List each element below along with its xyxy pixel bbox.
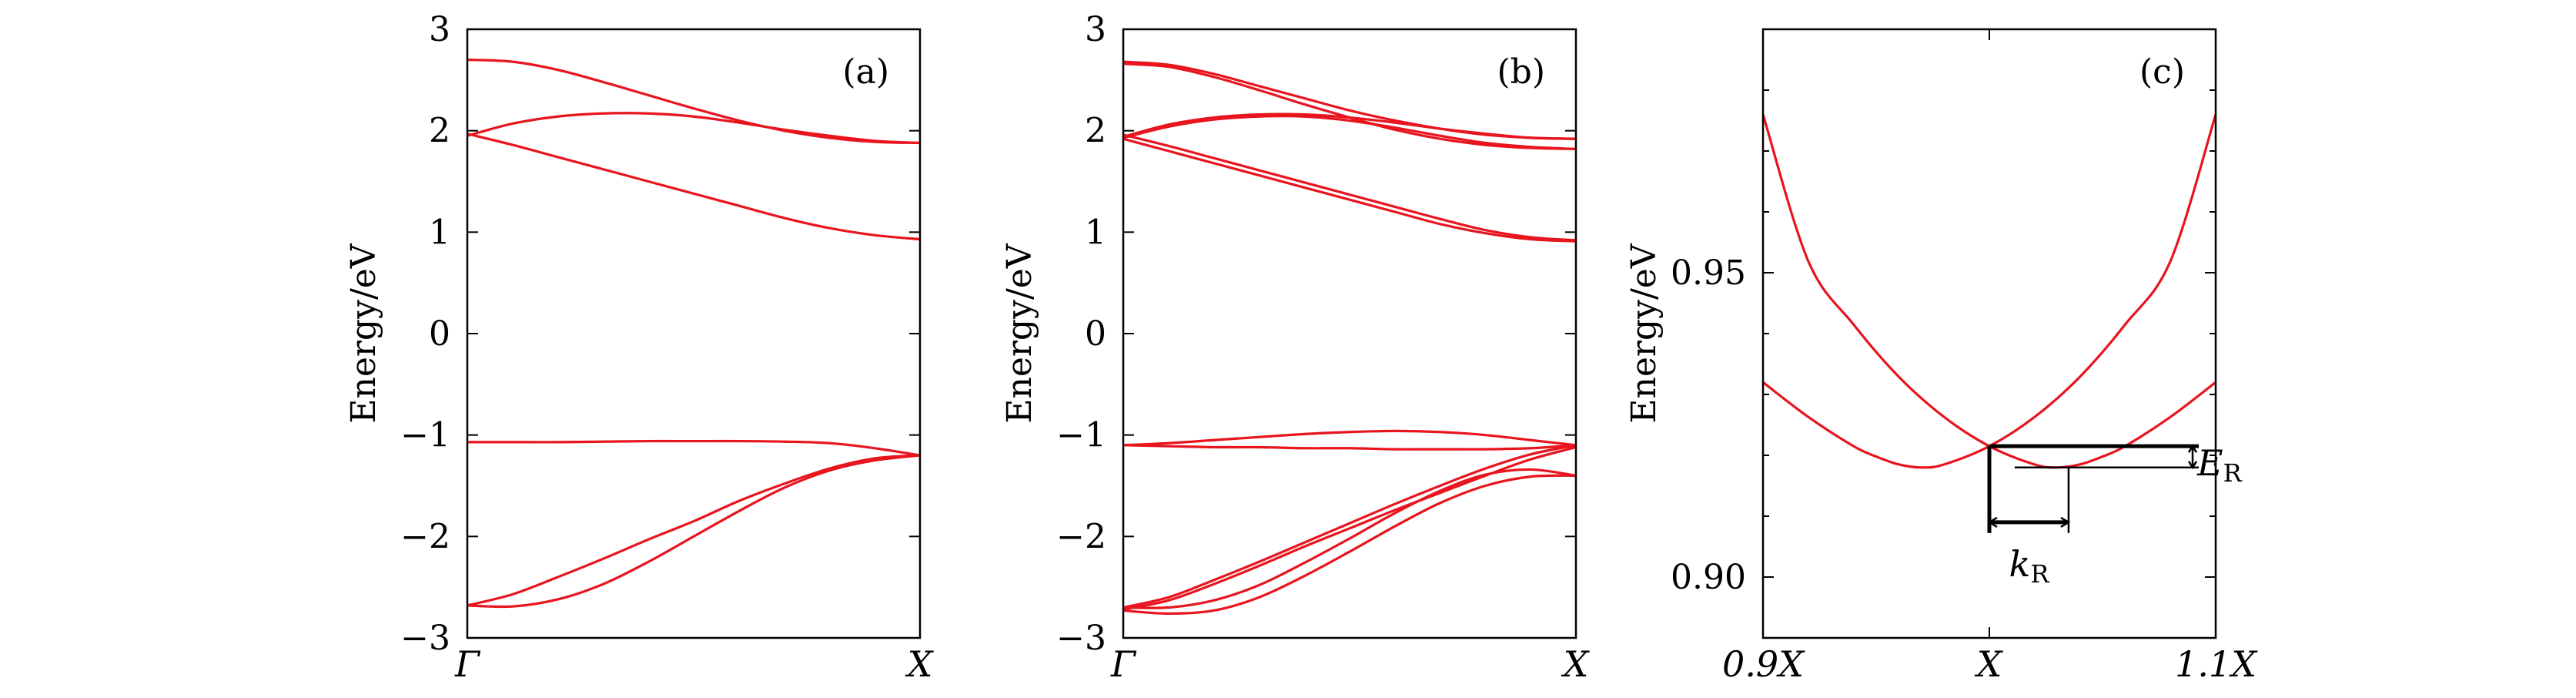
band-curve-b-10 <box>1123 445 1576 611</box>
panel-b: −3 −2 −1 0 1 2 3 Γ X Energy/eV (b) <box>1000 10 1591 685</box>
band-curve-b-4 <box>1123 115 1576 150</box>
ytick-label-b: 2 <box>1085 112 1106 151</box>
plot-frame-c <box>1761 28 2217 639</box>
xtick-label-c: 0.9X <box>1722 643 1805 685</box>
ytick-label-a: 1 <box>429 213 450 252</box>
rashba-annotations: ER kR <box>1987 442 2243 589</box>
ytick-label-b: −1 <box>1056 416 1106 455</box>
band-curve-a-5 <box>467 454 920 607</box>
bands-b <box>1123 60 1576 615</box>
band-curve-b-8 <box>1123 444 1576 451</box>
ytick-label-a: 0 <box>429 314 450 354</box>
er-arrowhead-top <box>2187 444 2198 453</box>
band-curve-a-1 <box>467 58 920 145</box>
ytick-label-b: −3 <box>1056 619 1106 658</box>
kr-arrowhead-right <box>2060 516 2071 528</box>
band-curve-b-6 <box>1123 137 1576 243</box>
ytick-label-a: 2 <box>429 112 450 151</box>
y-axis-title-c: Energy/eV <box>1624 243 1664 423</box>
band-curve-b-12 <box>1123 474 1576 615</box>
band-curve-a-2 <box>467 112 920 145</box>
bands-c <box>1763 114 2216 469</box>
kr-arrowhead-left <box>1987 516 1998 528</box>
xtick-label-a: Γ <box>454 643 481 685</box>
band-curve-b-5 <box>1123 133 1576 242</box>
xtick-label-a: X <box>905 643 935 685</box>
ytick-label-b: 1 <box>1085 213 1106 252</box>
xtick-label-b: Γ <box>1110 643 1137 685</box>
ytick-label-c: 0.95 <box>1671 253 1746 293</box>
ytick-label-b: 3 <box>1085 10 1106 49</box>
kr-label: kR <box>2009 543 2049 589</box>
band-curve-c-2 <box>1763 114 2216 469</box>
panel-label-b: (b) <box>1497 52 1546 92</box>
ytick-label-b: 0 <box>1085 314 1106 354</box>
er-arrowhead-bottom <box>2187 461 2198 470</box>
panel-label-c: (c) <box>2139 52 2185 92</box>
bands-a <box>467 58 920 609</box>
band-curve-a-6 <box>467 454 920 609</box>
y-axis-title-b: Energy/eV <box>1000 243 1039 423</box>
band-curve-b-7 <box>1123 429 1576 447</box>
er-label: ER <box>2196 442 2243 488</box>
ytick-label-a: −2 <box>400 517 450 556</box>
band-curve-a-4 <box>467 439 920 457</box>
band-curve-a-3 <box>467 133 920 241</box>
y-axis-title-a: Energy/eV <box>344 243 383 423</box>
band-curve-c-1 <box>1763 114 2216 469</box>
xtick-label-c: 1.1X <box>2175 643 2258 685</box>
panel-label-a: (a) <box>842 52 889 92</box>
ytick-label-a: −3 <box>400 619 450 658</box>
band-curve-b-3 <box>1123 112 1576 140</box>
xtick-label-b: X <box>1561 643 1591 685</box>
ytick-label-a: 3 <box>429 10 450 49</box>
panel-c: 0.90 0.95 0.9X X 1.1X Energy/eV (c) ER kR <box>1624 28 2258 685</box>
ytick-label-b: −2 <box>1056 517 1106 556</box>
ytick-label-a: −1 <box>400 416 450 455</box>
ytick-label-c: 0.90 <box>1671 558 1746 597</box>
band-curve-b-9 <box>1123 444 1576 609</box>
band-curve-b-11 <box>1123 468 1576 609</box>
xtick-label-c: X <box>1975 643 2004 685</box>
panel-a: −3 −2 −1 0 1 2 3 Γ X Energy/eV (a) <box>344 10 935 685</box>
